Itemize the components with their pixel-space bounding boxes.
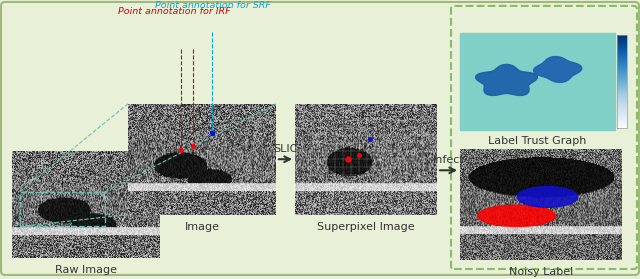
Text: Point annotation for IRF: Point annotation for IRF [118,7,230,16]
Bar [20,192,105,227]
Polygon shape [517,187,578,207]
Bar [460,33,615,129]
Text: Infect: Infect [433,155,465,165]
Text: Raw Image: Raw Image [55,265,117,275]
Text: SLIC: SLIC [273,144,298,154]
Text: Image: Image [184,222,220,232]
FancyBboxPatch shape [1,2,639,275]
Polygon shape [534,57,582,82]
Text: Noisy Label: Noisy Label [509,267,573,277]
Text: Superpixel Image: Superpixel Image [317,222,415,232]
Polygon shape [478,205,556,227]
Polygon shape [476,64,538,95]
Text: Label Trust Graph: Label Trust Graph [488,136,587,146]
Text: Point annotation for SRF: Point annotation for SRF [155,1,271,10]
